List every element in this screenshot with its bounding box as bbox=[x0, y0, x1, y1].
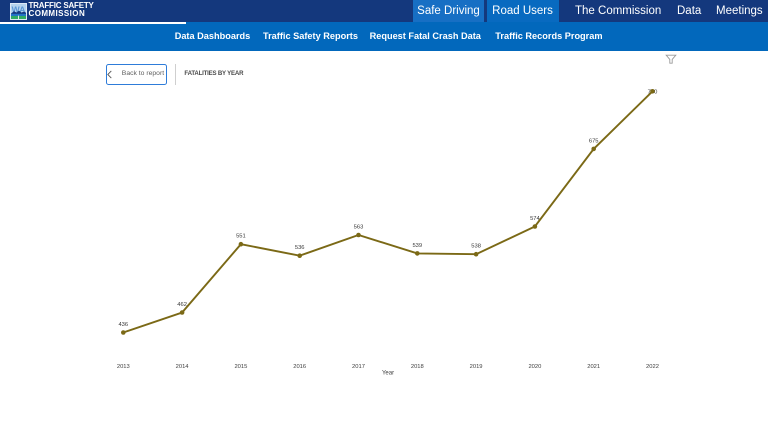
svg-text:436: 436 bbox=[118, 322, 128, 328]
svg-text:2014: 2014 bbox=[176, 364, 190, 370]
svg-text:2020: 2020 bbox=[528, 364, 541, 370]
svg-text:462: 462 bbox=[177, 302, 187, 308]
svg-text:2013: 2013 bbox=[117, 364, 130, 370]
svg-text:536: 536 bbox=[295, 245, 305, 251]
svg-text:675: 675 bbox=[589, 138, 599, 144]
svg-text:2021: 2021 bbox=[587, 364, 600, 370]
svg-text:2017: 2017 bbox=[352, 364, 365, 370]
svg-text:2018: 2018 bbox=[411, 364, 424, 370]
svg-text:574: 574 bbox=[530, 216, 540, 222]
svg-text:538: 538 bbox=[471, 244, 481, 250]
svg-text:539: 539 bbox=[412, 243, 422, 249]
svg-text:2016: 2016 bbox=[293, 364, 306, 370]
svg-text:563: 563 bbox=[354, 225, 364, 231]
svg-text:2022: 2022 bbox=[646, 364, 659, 370]
svg-text:WA: WA bbox=[11, 4, 25, 14]
svg-text:551: 551 bbox=[236, 234, 246, 240]
svg-text:2019: 2019 bbox=[470, 364, 483, 370]
svg-text:Year: Year bbox=[382, 371, 394, 377]
svg-text:2015: 2015 bbox=[234, 364, 247, 370]
